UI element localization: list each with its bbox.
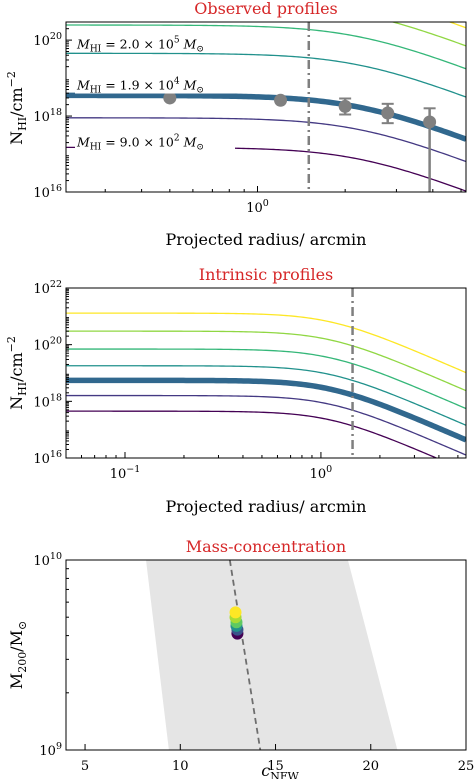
profile-line-2: [66, 24, 466, 70]
data-point: [381, 106, 395, 120]
y-tick-label: 1010: [33, 551, 62, 569]
observed-profiles-panel: Observed profiles MHI = 2.0 × 105 M⊙MHI …: [5, 0, 467, 249]
x-tick-label: 10: [172, 759, 189, 774]
y-tick-label: 1016: [33, 449, 62, 467]
confidence-band: [146, 560, 398, 750]
panel-title: Intrinsic profiles: [199, 265, 334, 284]
mass-annotation-1: MHI = 1.9 × 104 M⊙: [76, 77, 204, 96]
profile-line-6: [66, 410, 439, 458]
profile-curves: [66, 312, 466, 458]
annotation-background: [75, 134, 236, 151]
data-point: [274, 93, 288, 107]
profile-line-0: [66, 312, 466, 374]
profile-line-1: [390, 22, 466, 47]
panel-title: Observed profiles: [194, 0, 338, 18]
profile-line-1: [66, 330, 466, 392]
mass-points: [229, 606, 244, 640]
profile-line-2: [66, 348, 466, 410]
x-axis-label: Projected radius/ arcmin: [166, 497, 367, 516]
data-point: [163, 91, 177, 105]
x-tick-label: 15: [267, 759, 284, 774]
y-axis-label: NHI/cm−2: [5, 71, 29, 145]
relation-line: [228, 560, 262, 750]
profile-line-6: [66, 146, 466, 192]
axis-ticks: 100 1016 1018 1020: [33, 28, 462, 216]
panel-title: Mass-concentration: [186, 537, 346, 556]
y-tick-label: 1016: [33, 183, 62, 201]
y-tick-label: 1022: [33, 279, 62, 297]
plot-frame: [65, 21, 467, 193]
x-tick-label: 5: [81, 759, 89, 774]
x-tick-label: 10−1: [110, 464, 141, 482]
y-axis-label: M200/M⊙: [7, 621, 29, 689]
data-point: [338, 99, 352, 113]
x-tick-label: 20: [362, 759, 379, 774]
x-axis-label: Projected radius/ arcmin: [166, 230, 367, 249]
y-tick-label: 109: [39, 741, 62, 759]
profile-line-4: [66, 377, 466, 443]
axis-ticks: 5 10 15 20 25 109 1010: [33, 551, 474, 774]
dashed-relation: [228, 560, 262, 750]
annotation-background: [75, 36, 236, 53]
mass-point-5: [229, 606, 242, 619]
mass-concentration-panel: Mass-concentration 5 10 15 20 25 109 1010 cNFW…: [7, 537, 474, 779]
axis-ticks: 10−1 100 1016 1018 1020 1022: [33, 279, 459, 482]
y-axis-label: NHI/cm−2: [5, 336, 29, 410]
profile-line-5: [66, 117, 466, 163]
plot-frame: [65, 287, 467, 459]
y-tick-label: 1018: [33, 392, 62, 410]
y-tick-label: 1020: [33, 336, 62, 354]
mass-annotations: MHI = 2.0 × 105 M⊙ MHI = 1.9 × 104 M⊙ MHI …: [75, 36, 236, 152]
intrinsic-profiles-panel: Intrinsic profiles 10−1 10010161018102010…: [5, 265, 467, 516]
data-point: [423, 115, 437, 129]
mass-annotation-2: MHI = 9.0 × 102 M⊙: [76, 133, 204, 152]
x-tick-label: 25: [458, 759, 474, 774]
annotation-background: [75, 77, 236, 94]
profile-line-3: [66, 365, 466, 426]
mass-annotation-0: MHI = 2.0 × 105 M⊙: [76, 36, 204, 55]
band-shape: [146, 560, 398, 750]
x-tick-label: 100: [246, 198, 269, 216]
profile-curves: [66, 22, 466, 192]
x-axis-label: cNFW: [261, 761, 299, 779]
x-tick-label: 100: [310, 464, 333, 482]
profile-line-3: [66, 52, 466, 98]
plot-frame: [65, 559, 467, 751]
profile-line-4: [66, 92, 466, 142]
profile-line-5: [66, 394, 466, 456]
y-tick-label: 1020: [33, 31, 62, 49]
y-tick-label: 1018: [33, 107, 62, 125]
observed-points: [163, 91, 437, 192]
